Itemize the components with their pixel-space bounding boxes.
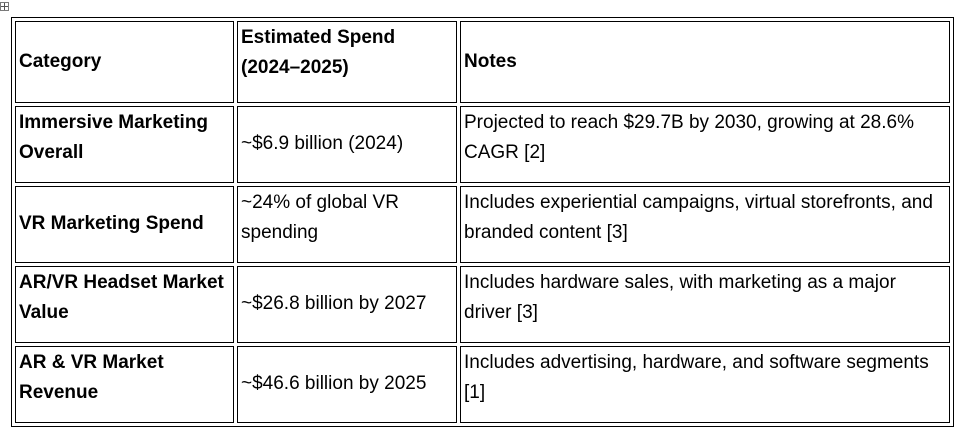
header-category[interactable]: Category [15, 21, 234, 103]
cell-category[interactable]: VR Marketing Spend [15, 186, 234, 263]
cell-spend[interactable]: ~$46.6 billion by 2025 [237, 346, 457, 423]
cell-notes[interactable]: Projected to reach $29.7B by 2030, growi… [460, 106, 950, 183]
header-estimated-spend[interactable]: Estimated Spend (2024–2025) [237, 21, 457, 103]
table-row: AR & VR Market Revenue ~$46.6 billion by… [15, 346, 950, 423]
cell-category[interactable]: Immersive Marketing Overall [15, 106, 234, 183]
cell-category[interactable]: AR & VR Market Revenue [15, 346, 234, 423]
cell-notes[interactable]: Includes advertising, hardware, and soft… [460, 346, 950, 423]
cell-spend[interactable]: ~$6.9 billion (2024) [237, 106, 457, 183]
table-row: VR Marketing Spend ~24% of global VR spe… [15, 186, 950, 263]
table-header-row: Category Estimated Spend (2024–2025) Not… [15, 21, 950, 103]
table-move-handle-icon[interactable] [0, 2, 9, 11]
table-row: Immersive Marketing Overall ~$6.9 billio… [15, 106, 950, 183]
table-row: AR/VR Headset Market Value ~$26.8 billio… [15, 266, 950, 343]
cell-spend[interactable]: ~$26.8 billion by 2027 [237, 266, 457, 343]
cell-category[interactable]: AR/VR Headset Market Value [15, 266, 234, 343]
cell-spend[interactable]: ~24% of global VR spending [237, 186, 457, 263]
spend-table: Category Estimated Spend (2024–2025) Not… [11, 17, 954, 427]
cell-notes[interactable]: Includes experiential campaigns, virtual… [460, 186, 950, 263]
header-notes[interactable]: Notes [460, 21, 950, 103]
cell-notes[interactable]: Includes hardware sales, with marketing … [460, 266, 950, 343]
